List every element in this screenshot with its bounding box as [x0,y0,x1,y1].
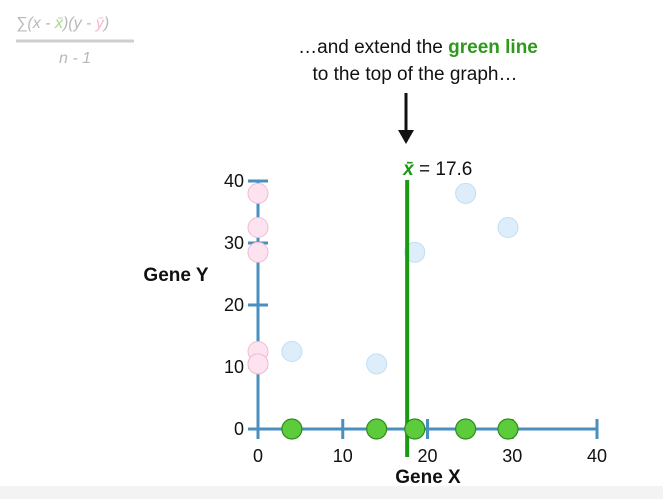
data-point [366,353,388,375]
x-tick-label: 30 [502,446,522,466]
annotation-text: …and extend the [298,37,448,58]
y-projection-point [247,241,269,263]
x-projection-point [497,418,519,440]
arrow-down-icon [398,130,414,144]
x-tick-label: 10 [333,446,353,466]
y-projection-point [247,353,269,375]
formula-part: ∑(x - [16,15,55,32]
data-point [497,217,519,238]
x-tick-label: 0 [253,446,263,466]
x-projection-point [281,418,303,440]
covariance-formula: ∑(x - x̄)(y - ȳ) n - 1 [16,15,134,67]
data-point [281,341,303,362]
x-projection-point [455,418,477,440]
x-axis-label: Gene X [395,467,461,488]
y-tick-label: 30 [224,233,244,253]
y-projection-point [247,182,269,204]
formula-part: ) [102,15,109,32]
formula-xbar: x̄ [54,15,64,32]
x-projection-point [366,418,388,440]
plot-area: 0 10 20 30 40 0 10 20 30 40 Gene X Gene Y x̄ = 17.6 [143,159,607,488]
data-point [455,182,477,204]
annotation-highlight: green line [448,37,538,58]
data-point [404,241,426,263]
annotation-line-2: to the top of the graph… [313,64,518,85]
mean-x-label: x̄ = 17.6 [402,159,472,180]
annotation-line-1: …and extend the green line [298,37,538,58]
y-tick-label: 40 [224,171,244,191]
formula-ybar: ȳ [95,15,105,32]
mean-x-value: = 17.6 [414,159,473,180]
y-tick-label: 20 [224,295,244,315]
y-axis-label: Gene Y [143,265,208,286]
formula-denominator: n - 1 [59,50,91,67]
formula-part: )(y - [61,15,96,32]
y-tick-label: 10 [224,357,244,377]
formula-numerator: ∑(x - x̄)(y - ȳ) [16,15,109,32]
footer-bar [0,486,663,499]
x-tick-label: 20 [417,446,437,466]
y-projection-point [247,217,269,238]
mean-x-symbol: x̄ [402,159,415,180]
y-tick-label: 0 [234,419,244,439]
x-tick-label: 40 [587,446,607,466]
annotation: …and extend the green line to the top of… [298,37,538,144]
x-projection-point [404,418,426,440]
